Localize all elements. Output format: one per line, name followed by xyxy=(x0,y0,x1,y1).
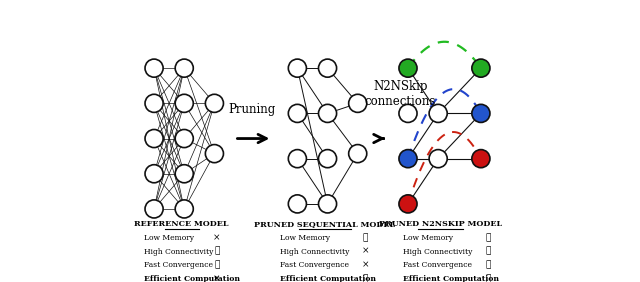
Circle shape xyxy=(319,104,337,122)
Text: Efficient Computation: Efficient Computation xyxy=(280,275,376,282)
Circle shape xyxy=(399,149,417,168)
Circle shape xyxy=(175,59,193,77)
Circle shape xyxy=(319,149,337,168)
Circle shape xyxy=(145,94,163,113)
Circle shape xyxy=(399,59,417,77)
Text: Fast Convergence: Fast Convergence xyxy=(280,261,349,269)
Text: ✓: ✓ xyxy=(363,233,368,242)
Circle shape xyxy=(399,104,417,122)
Text: ×: × xyxy=(213,233,221,242)
Text: ✓: ✓ xyxy=(486,247,491,256)
Circle shape xyxy=(429,149,447,168)
Text: Pruning: Pruning xyxy=(228,103,276,116)
Circle shape xyxy=(145,200,163,218)
Text: High Connectivity: High Connectivity xyxy=(144,248,213,256)
Circle shape xyxy=(175,94,193,113)
Text: High Connectivity: High Connectivity xyxy=(403,248,472,256)
Text: PRUNED N2NSKIP MODEL: PRUNED N2NSKIP MODEL xyxy=(379,220,502,228)
Text: Efficient Computation: Efficient Computation xyxy=(403,275,499,282)
Circle shape xyxy=(349,145,367,163)
Text: Fast Convergence: Fast Convergence xyxy=(144,261,213,269)
Text: ✓: ✓ xyxy=(486,274,491,282)
Text: ×: × xyxy=(362,247,369,256)
Circle shape xyxy=(175,129,193,147)
Text: Low Memory: Low Memory xyxy=(280,234,330,242)
Circle shape xyxy=(289,149,307,168)
Circle shape xyxy=(175,165,193,183)
Circle shape xyxy=(289,59,307,77)
Text: REFERENCE MODEL: REFERENCE MODEL xyxy=(134,220,229,228)
Circle shape xyxy=(205,94,223,113)
Circle shape xyxy=(319,195,337,213)
Circle shape xyxy=(399,195,417,213)
Circle shape xyxy=(145,129,163,147)
Circle shape xyxy=(472,104,490,122)
Text: ✓: ✓ xyxy=(363,274,368,282)
Text: PRUNED SEQUENTIAL MODEL: PRUNED SEQUENTIAL MODEL xyxy=(255,220,396,228)
Circle shape xyxy=(205,145,223,163)
Circle shape xyxy=(175,200,193,218)
Circle shape xyxy=(145,165,163,183)
Circle shape xyxy=(289,104,307,122)
Text: ✓: ✓ xyxy=(486,233,491,242)
Text: Fast Convergence: Fast Convergence xyxy=(403,261,472,269)
Text: N2NSkip
connections: N2NSkip connections xyxy=(365,80,436,108)
Text: ✓: ✓ xyxy=(214,260,220,269)
Text: ✓: ✓ xyxy=(214,247,220,256)
Text: Low Memory: Low Memory xyxy=(403,234,453,242)
Circle shape xyxy=(319,59,337,77)
Circle shape xyxy=(472,149,490,168)
Text: Low Memory: Low Memory xyxy=(144,234,194,242)
Text: ×: × xyxy=(362,260,369,269)
Circle shape xyxy=(289,195,307,213)
Circle shape xyxy=(349,94,367,113)
Circle shape xyxy=(145,59,163,77)
Text: ×: × xyxy=(213,274,221,282)
Text: Efficient Computation: Efficient Computation xyxy=(144,275,240,282)
Text: ✓: ✓ xyxy=(486,260,491,269)
Circle shape xyxy=(472,59,490,77)
Circle shape xyxy=(429,104,447,122)
Text: High Connectivity: High Connectivity xyxy=(280,248,349,256)
